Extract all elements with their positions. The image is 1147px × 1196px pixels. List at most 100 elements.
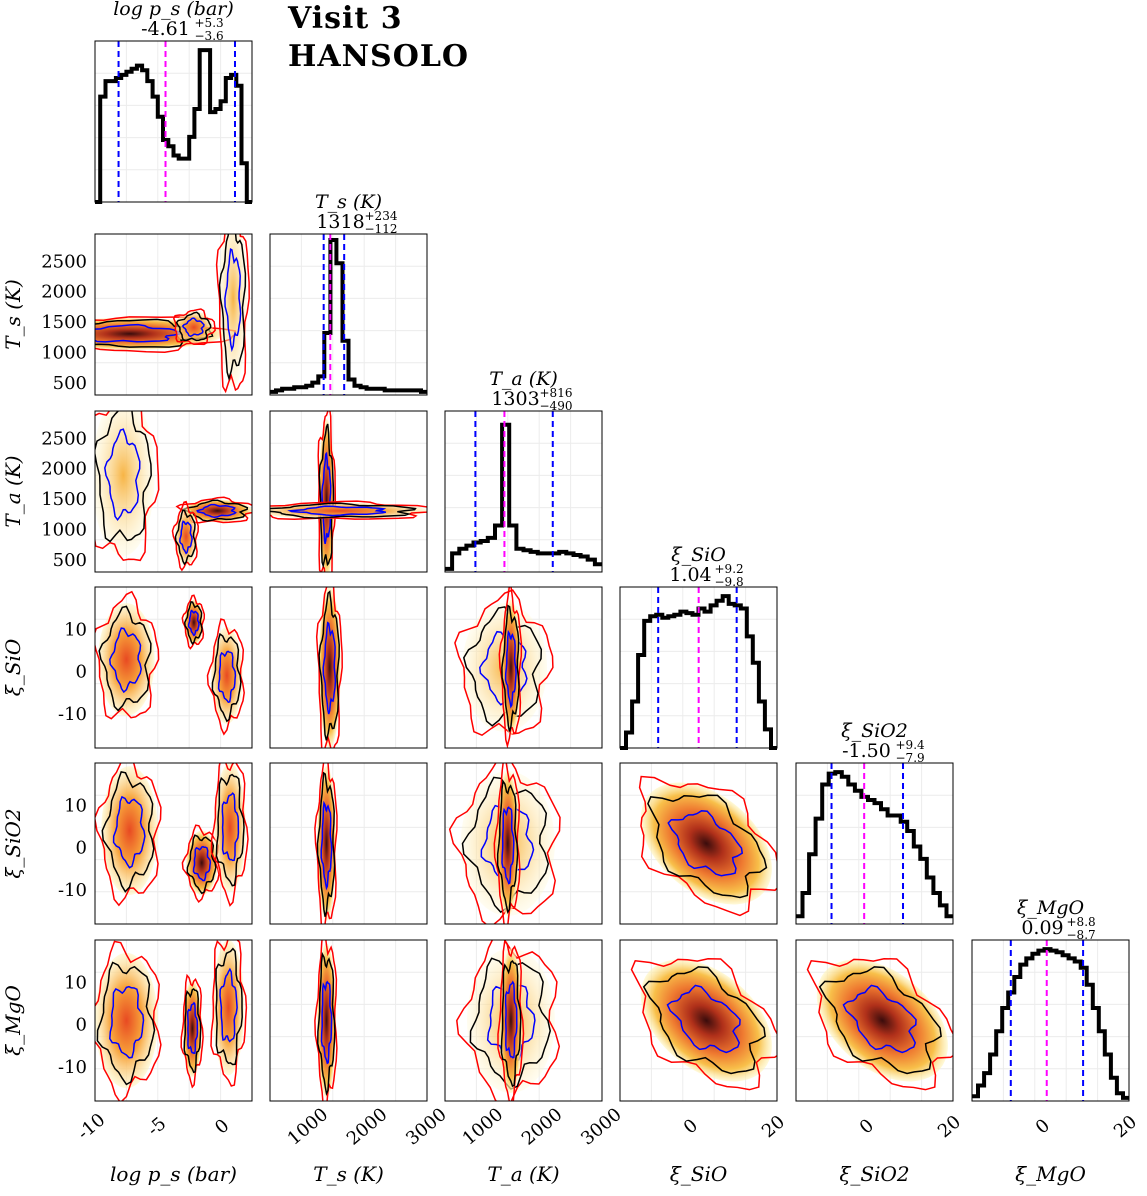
density-3-0-1 xyxy=(184,599,204,645)
hist-title-Ts: T_s (K) xyxy=(315,191,382,213)
xtick-xiSiO-1: 20 xyxy=(758,1111,789,1142)
hist-minus-logps: −3.6 xyxy=(195,29,224,43)
density-2-0-2 xyxy=(175,507,198,566)
density-5-3-0 xyxy=(640,959,772,1082)
ytick-Ts-0: 2500 xyxy=(41,251,87,272)
xlabel-xiMgO: ξ_MgO xyxy=(1015,1162,1086,1186)
hist-panel-Ts: T_s (K)1318 +234−112 xyxy=(269,191,428,396)
xtick-Ts-0: 1000 xyxy=(284,1104,333,1150)
ytick-xiMgO-2: -10 xyxy=(58,1057,87,1078)
ytick-Ts-3: 1000 xyxy=(41,342,87,363)
hist-step-xiSiO2 xyxy=(796,770,953,919)
hist-value-logps: -4.61 xyxy=(141,18,190,40)
hist-plus-xiSiO2: +9.4 xyxy=(896,738,926,752)
hist-step-logps xyxy=(95,48,252,204)
ytick-Ta-2: 1500 xyxy=(41,489,87,510)
ytick-Ts-4: 500 xyxy=(53,373,87,394)
title-visit: Visit 3 xyxy=(288,1,403,36)
panel-Ts-vs-logps xyxy=(94,233,253,396)
ytick-Ta-4: 500 xyxy=(53,550,87,571)
xlabel-Ts: T_s (K) xyxy=(313,1162,384,1186)
hist-value-Ta: 1303 xyxy=(491,388,539,410)
xtick-xiSiO2-0: 0 xyxy=(856,1115,878,1138)
panel-xiMgO-vs-xiSiO xyxy=(619,939,778,1102)
hist-plus-xiMgO: +8.8 xyxy=(1067,915,1096,929)
hist-title-logps: log p_s (bar) xyxy=(113,0,234,20)
ytick-xiSiO-2: -10 xyxy=(58,704,87,725)
density-3-0-0 xyxy=(98,603,155,716)
xtick-logps-0: -10 xyxy=(74,1109,110,1144)
ylabel-xiSiO: ξ_SiO xyxy=(1,639,25,697)
xtick-Ts-2: 3000 xyxy=(402,1104,451,1150)
xtick-xiMgO-1: 20 xyxy=(1110,1111,1141,1142)
hist-panel-xiSiO2: ξ_SiO2-1.50 +9.4−7.9 xyxy=(795,720,954,925)
hist-step-Ta xyxy=(445,422,602,571)
ytick-xiSiO2-0: 10 xyxy=(64,795,87,816)
panel-xiMgO-vs-Ts xyxy=(269,939,428,1102)
density-2-1-1 xyxy=(270,502,427,519)
hist-panel-logps: log p_s (bar)-4.61 +5.3−3.6 xyxy=(94,0,253,204)
xlabel-xiSiO2: ξ_SiO2 xyxy=(839,1162,909,1186)
ytick-Ts-1: 2000 xyxy=(41,282,87,303)
ytick-Ts-2: 1500 xyxy=(41,312,87,333)
hist-plus-Ta: +816 xyxy=(540,386,573,400)
xtick-logps-1: -5 xyxy=(143,1113,170,1140)
density-2-0-0 xyxy=(95,411,155,556)
panel-Ta-vs-logps xyxy=(94,410,253,573)
density-5-4-0 xyxy=(816,959,948,1082)
hist-plus-Ts: +234 xyxy=(365,209,398,223)
ytick-xiSiO-0: 10 xyxy=(64,619,87,640)
hist-value-xiSiO: 1.04 xyxy=(669,564,711,586)
panel-xiSiO2-vs-logps xyxy=(94,762,253,925)
hist-plus-logps: +5.3 xyxy=(195,16,224,30)
hist-value-Ts: 1318 xyxy=(316,211,364,233)
xtick-Ta-1: 2000 xyxy=(518,1104,567,1150)
panel-xiSiO2-vs-Ta xyxy=(444,762,603,925)
hist-value-xiSiO2: -1.50 xyxy=(842,740,891,762)
density-2-0-1 xyxy=(182,499,252,523)
hist-plus-xiSiO: +9.2 xyxy=(715,562,744,576)
xtick-Ta-0: 1000 xyxy=(459,1104,508,1150)
hist-minus-Ts: −112 xyxy=(365,222,398,236)
panel-xiMgO-vs-logps xyxy=(94,939,253,1102)
ytick-xiMgO-0: 10 xyxy=(64,972,87,993)
panel-xiMgO-vs-xiSiO2 xyxy=(795,939,954,1102)
ylabel-Ts: T_s (K) xyxy=(1,279,25,350)
figure-title: Visit 3 HANSOLO xyxy=(288,0,469,76)
xlabel-xiSiO: ξ_SiO xyxy=(670,1162,728,1186)
xtick-xiSiO-0: 0 xyxy=(680,1115,702,1138)
panel-xiSiO-vs-logps xyxy=(94,586,253,749)
xlabel-Ta: T_a (K) xyxy=(487,1162,559,1186)
hist-value-xiMgO: 0.09 xyxy=(1021,917,1063,939)
xlabel-logps: log p_s (bar) xyxy=(110,1162,237,1186)
xtick-xiMgO-0: 0 xyxy=(1032,1115,1054,1138)
hist-minus-xiMgO: −8.7 xyxy=(1067,928,1096,942)
xtick-Ts-1: 2000 xyxy=(343,1104,392,1150)
panel-Ta-vs-Ts xyxy=(269,410,428,573)
hist-minus-Ta: −490 xyxy=(540,399,573,413)
hist-title-xiSiO: ξ_SiO xyxy=(671,544,726,566)
ylabel-Ta: T_a (K) xyxy=(1,455,25,527)
ytick-Ta-3: 1000 xyxy=(41,519,87,540)
hist-title-Ta: T_a (K) xyxy=(489,368,558,390)
ylabel-xiSiO2: ξ_SiO2 xyxy=(1,808,25,878)
ytick-xiSiO-1: 0 xyxy=(76,662,87,683)
xtick-Ta-2: 3000 xyxy=(577,1104,626,1150)
hist-minus-xiSiO2: −7.9 xyxy=(896,751,925,765)
title-instrument: HANSOLO xyxy=(288,39,470,74)
hist-panel-Ta: T_a (K)1303 +816−490 xyxy=(444,368,603,573)
panel-xiSiO2-vs-Ts xyxy=(269,762,428,925)
hist-step-Ts xyxy=(270,238,427,394)
xtick-xiSiO2-1: 20 xyxy=(934,1111,965,1142)
hist-step-xiMgO xyxy=(972,947,1129,1100)
xtick-logps-2: 0 xyxy=(211,1115,233,1138)
ytick-xiSiO2-2: -10 xyxy=(58,880,87,901)
hist-minus-xiSiO: −9.8 xyxy=(715,575,744,589)
ytick-xiSiO2-1: 0 xyxy=(76,838,87,859)
panel-xiSiO-vs-Ts xyxy=(269,586,428,749)
ytick-Ta-0: 2500 xyxy=(41,428,87,449)
ytick-xiMgO-1: 0 xyxy=(76,1015,87,1036)
